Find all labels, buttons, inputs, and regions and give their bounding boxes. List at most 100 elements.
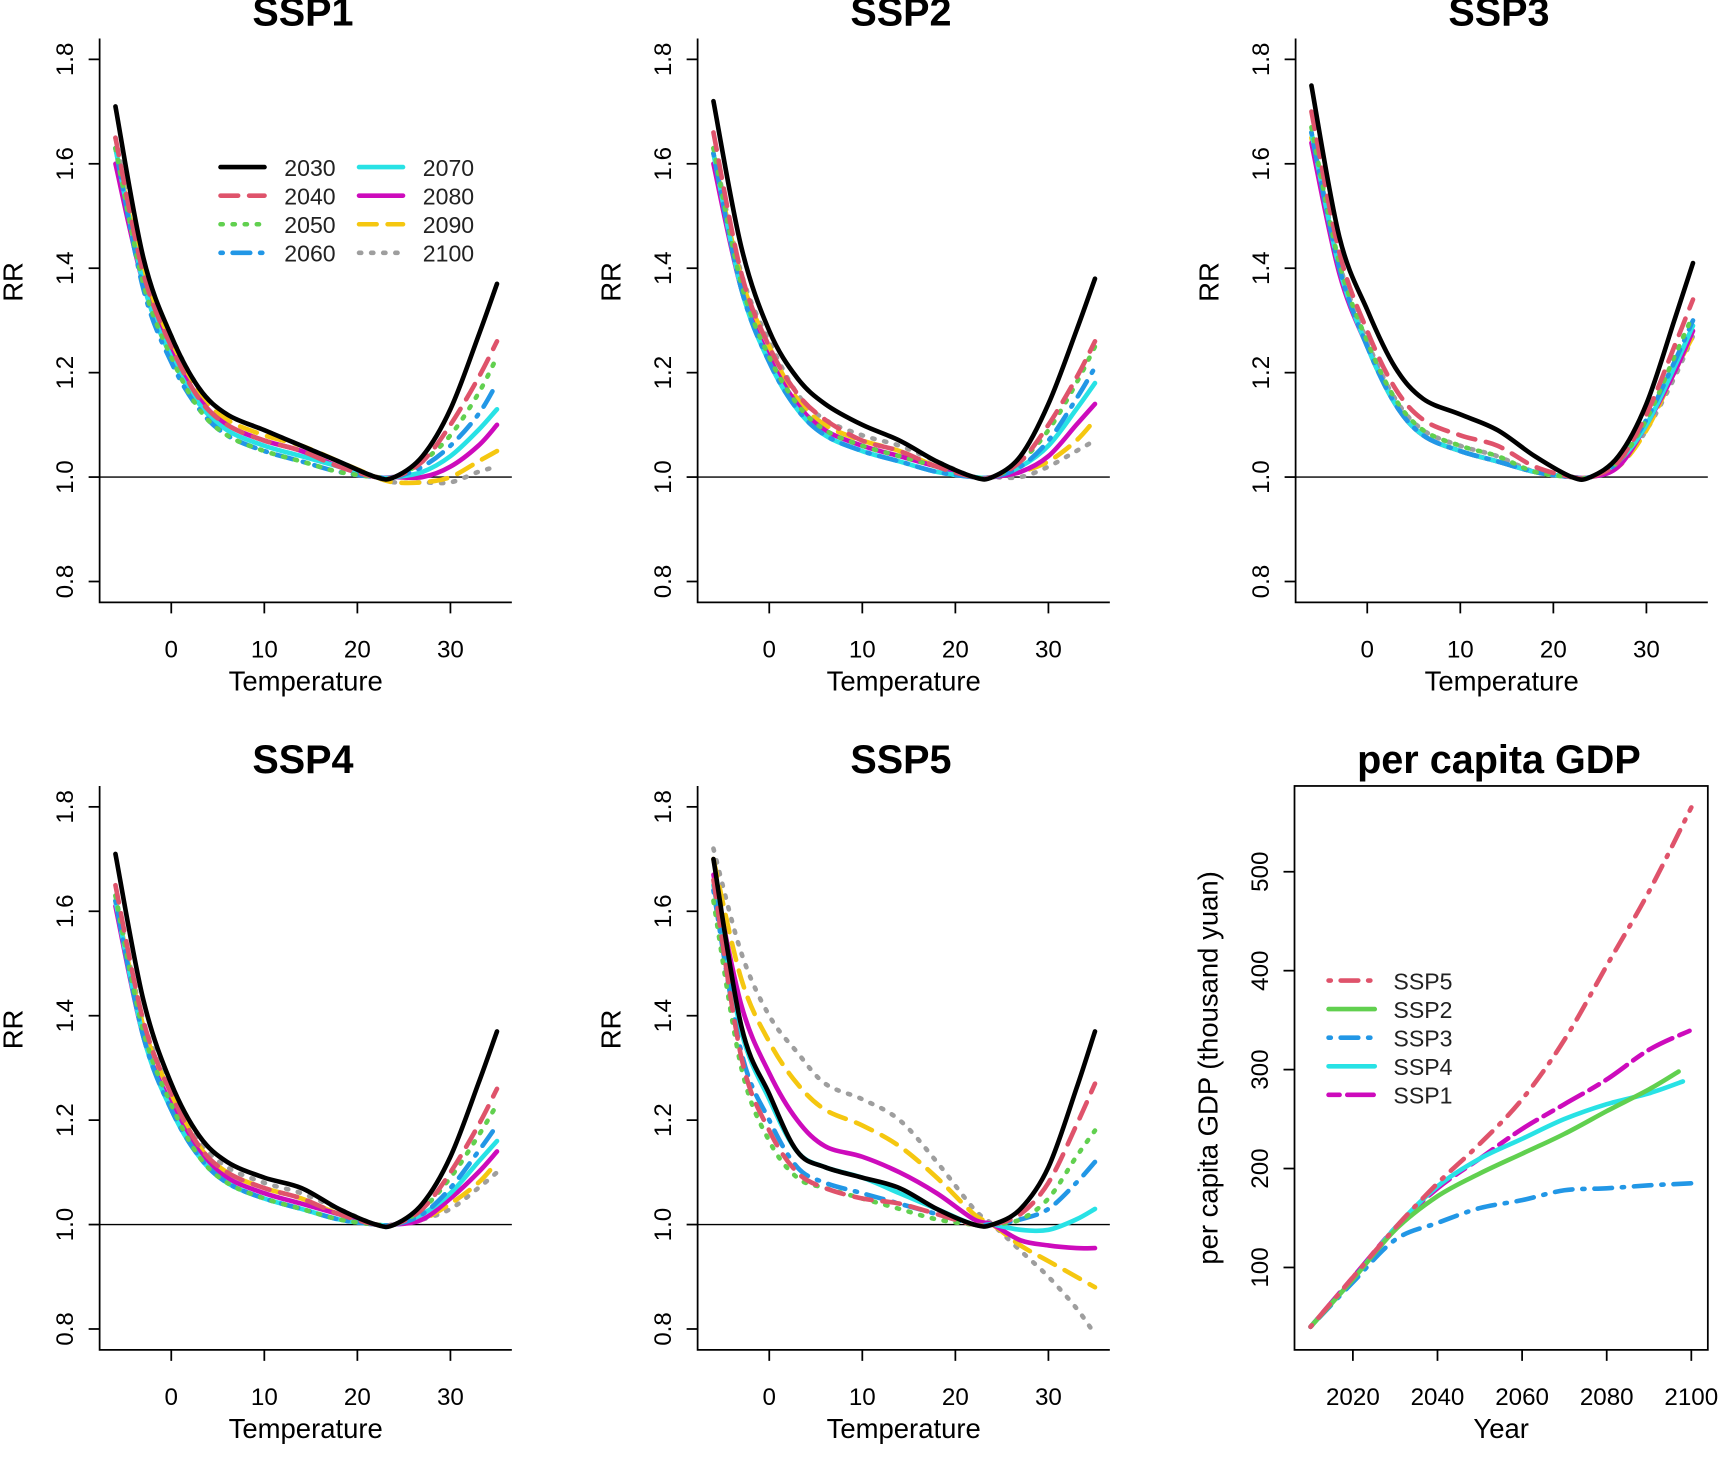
- legend-label: SSP1: [1393, 1083, 1452, 1109]
- panel-ssp2: SSP2 0.8 1.0 1.2 1.4 1.6 1.8 0 10 20 30 Temperature…: [596, 0, 1110, 696]
- legend-label: 2060: [284, 241, 335, 267]
- chart-title: SSP1: [252, 0, 353, 34]
- panel-ssp3: SSP3 0.8 1.0 1.2 1.4 1.6 1.8 0 10 20 30 Temperature…: [1194, 0, 1708, 696]
- series-line-2040: [711, 130, 1098, 482]
- legend-label: SSP2: [1393, 997, 1452, 1023]
- series-line-2030: [711, 98, 1098, 482]
- y-tick-label: 1.8: [650, 790, 677, 824]
- panel-ssp5: SSP5 0.8 1.0 1.2 1.4 1.6 1.8 0 10 20 30 Temperature…: [596, 738, 1110, 1444]
- y-tick-label: 1.2: [52, 1103, 79, 1137]
- legend-label: 2040: [284, 183, 335, 209]
- x-tick-label: 10: [1447, 636, 1474, 663]
- y-tick-label: 1.2: [650, 1103, 677, 1137]
- y-tick-label: 200: [1247, 1148, 1274, 1188]
- y-tick-label: 1.0: [650, 1208, 677, 1242]
- series-line-2090: [711, 856, 1098, 1290]
- legend-label: 2070: [423, 155, 474, 181]
- series-line-2060: [711, 151, 1098, 481]
- chart-title: SSP4: [252, 738, 353, 782]
- y-tick-label: 1.4: [650, 999, 677, 1033]
- y-tick-label: 500: [1247, 852, 1274, 892]
- y-tick-label: 1.4: [650, 251, 677, 285]
- x-tick-label: 2100: [1664, 1384, 1718, 1411]
- chart-title: SSP3: [1448, 0, 1549, 34]
- x-tick-label: 2040: [1411, 1384, 1465, 1411]
- chart-title: per capita GDP: [1357, 738, 1641, 782]
- x-tick-label: 0: [165, 636, 178, 663]
- series-line-2060: [711, 888, 1098, 1228]
- y-tick-label: 1.6: [52, 147, 79, 181]
- y-tick-label: 1.0: [650, 460, 677, 494]
- x-tick-label: 30: [437, 1384, 464, 1411]
- legend-label: 2050: [284, 212, 335, 238]
- x-axis-label: Temperature: [1425, 665, 1579, 696]
- axis-frame: [696, 38, 1110, 604]
- series-line-2040: [711, 877, 1098, 1229]
- y-tick-label: 1.0: [52, 460, 79, 494]
- series-line-2060: [113, 145, 500, 481]
- y-tick-label: 1.4: [1248, 251, 1275, 285]
- y-tick-label: 1.2: [1248, 356, 1275, 390]
- x-tick-label: 10: [849, 636, 876, 663]
- y-axis-label: RR: [0, 1010, 29, 1050]
- x-tick-label: 2020: [1326, 1384, 1380, 1411]
- x-axis-label: Year: [1473, 1413, 1528, 1444]
- x-tick-label: 20: [942, 636, 969, 663]
- y-tick-label: 1.4: [52, 999, 79, 1033]
- x-tick-label: 20: [344, 1384, 371, 1411]
- x-tick-label: 30: [437, 636, 464, 663]
- y-tick-label: 0.8: [650, 565, 677, 599]
- x-tick-label: 0: [1361, 636, 1374, 663]
- legend-label: SSP4: [1393, 1054, 1452, 1080]
- legend-label: 2100: [423, 241, 474, 267]
- x-tick-label: 2080: [1580, 1384, 1634, 1411]
- series-line-SSP5: [1308, 805, 1694, 1330]
- y-tick-label: 1.4: [52, 251, 79, 285]
- x-axis-label: Temperature: [229, 665, 383, 696]
- x-axis-label: Temperature: [229, 1413, 383, 1444]
- series-line-2100: [711, 145, 1098, 481]
- x-tick-label: 30: [1035, 636, 1062, 663]
- series-line-2080: [711, 872, 1098, 1251]
- series-line-SSP2: [1308, 1069, 1681, 1330]
- series-line-2030: [113, 851, 500, 1230]
- y-tick-label: 1.6: [52, 894, 79, 928]
- y-tick-label: 0.8: [650, 1312, 677, 1346]
- y-tick-label: 1.0: [1248, 460, 1275, 494]
- y-tick-label: 400: [1247, 950, 1274, 990]
- x-axis-label: Temperature: [827, 1413, 981, 1444]
- x-tick-label: 10: [251, 636, 278, 663]
- plot-box: [1293, 785, 1709, 1351]
- y-tick-label: 1.8: [52, 790, 79, 824]
- x-tick-label: 0: [763, 1384, 776, 1411]
- x-tick-label: 10: [251, 1384, 278, 1411]
- x-tick-label: 0: [165, 1384, 178, 1411]
- y-axis-label: RR: [1194, 262, 1225, 302]
- series-line-SSP3: [1308, 1181, 1694, 1330]
- y-tick-label: 1.8: [52, 43, 79, 77]
- x-tick-label: 20: [344, 636, 371, 663]
- y-axis-label: RR: [596, 1010, 627, 1050]
- x-tick-label: 0: [763, 636, 776, 663]
- y-tick-label: 0.8: [1248, 565, 1275, 599]
- y-tick-label: 1.0: [52, 1208, 79, 1242]
- y-tick-label: 300: [1247, 1049, 1274, 1089]
- y-axis-label: RR: [596, 262, 627, 302]
- y-tick-label: 1.6: [650, 894, 677, 928]
- legend-label: 2030: [284, 155, 335, 181]
- x-tick-label: 10: [849, 1384, 876, 1411]
- series-line-2050: [113, 145, 500, 481]
- series-line-2040: [113, 135, 500, 482]
- y-tick-label: 1.8: [1248, 43, 1275, 77]
- y-axis-label: RR: [0, 262, 29, 302]
- series-line-2030: [1309, 83, 1696, 483]
- chart-title: SSP5: [850, 738, 951, 782]
- axis-frame: [1294, 38, 1708, 604]
- y-tick-label: 0.8: [52, 1312, 79, 1346]
- chart-title: SSP2: [850, 0, 951, 34]
- legend-label: 2080: [423, 183, 474, 209]
- y-tick-label: 1.6: [1248, 147, 1275, 181]
- x-tick-label: 20: [942, 1384, 969, 1411]
